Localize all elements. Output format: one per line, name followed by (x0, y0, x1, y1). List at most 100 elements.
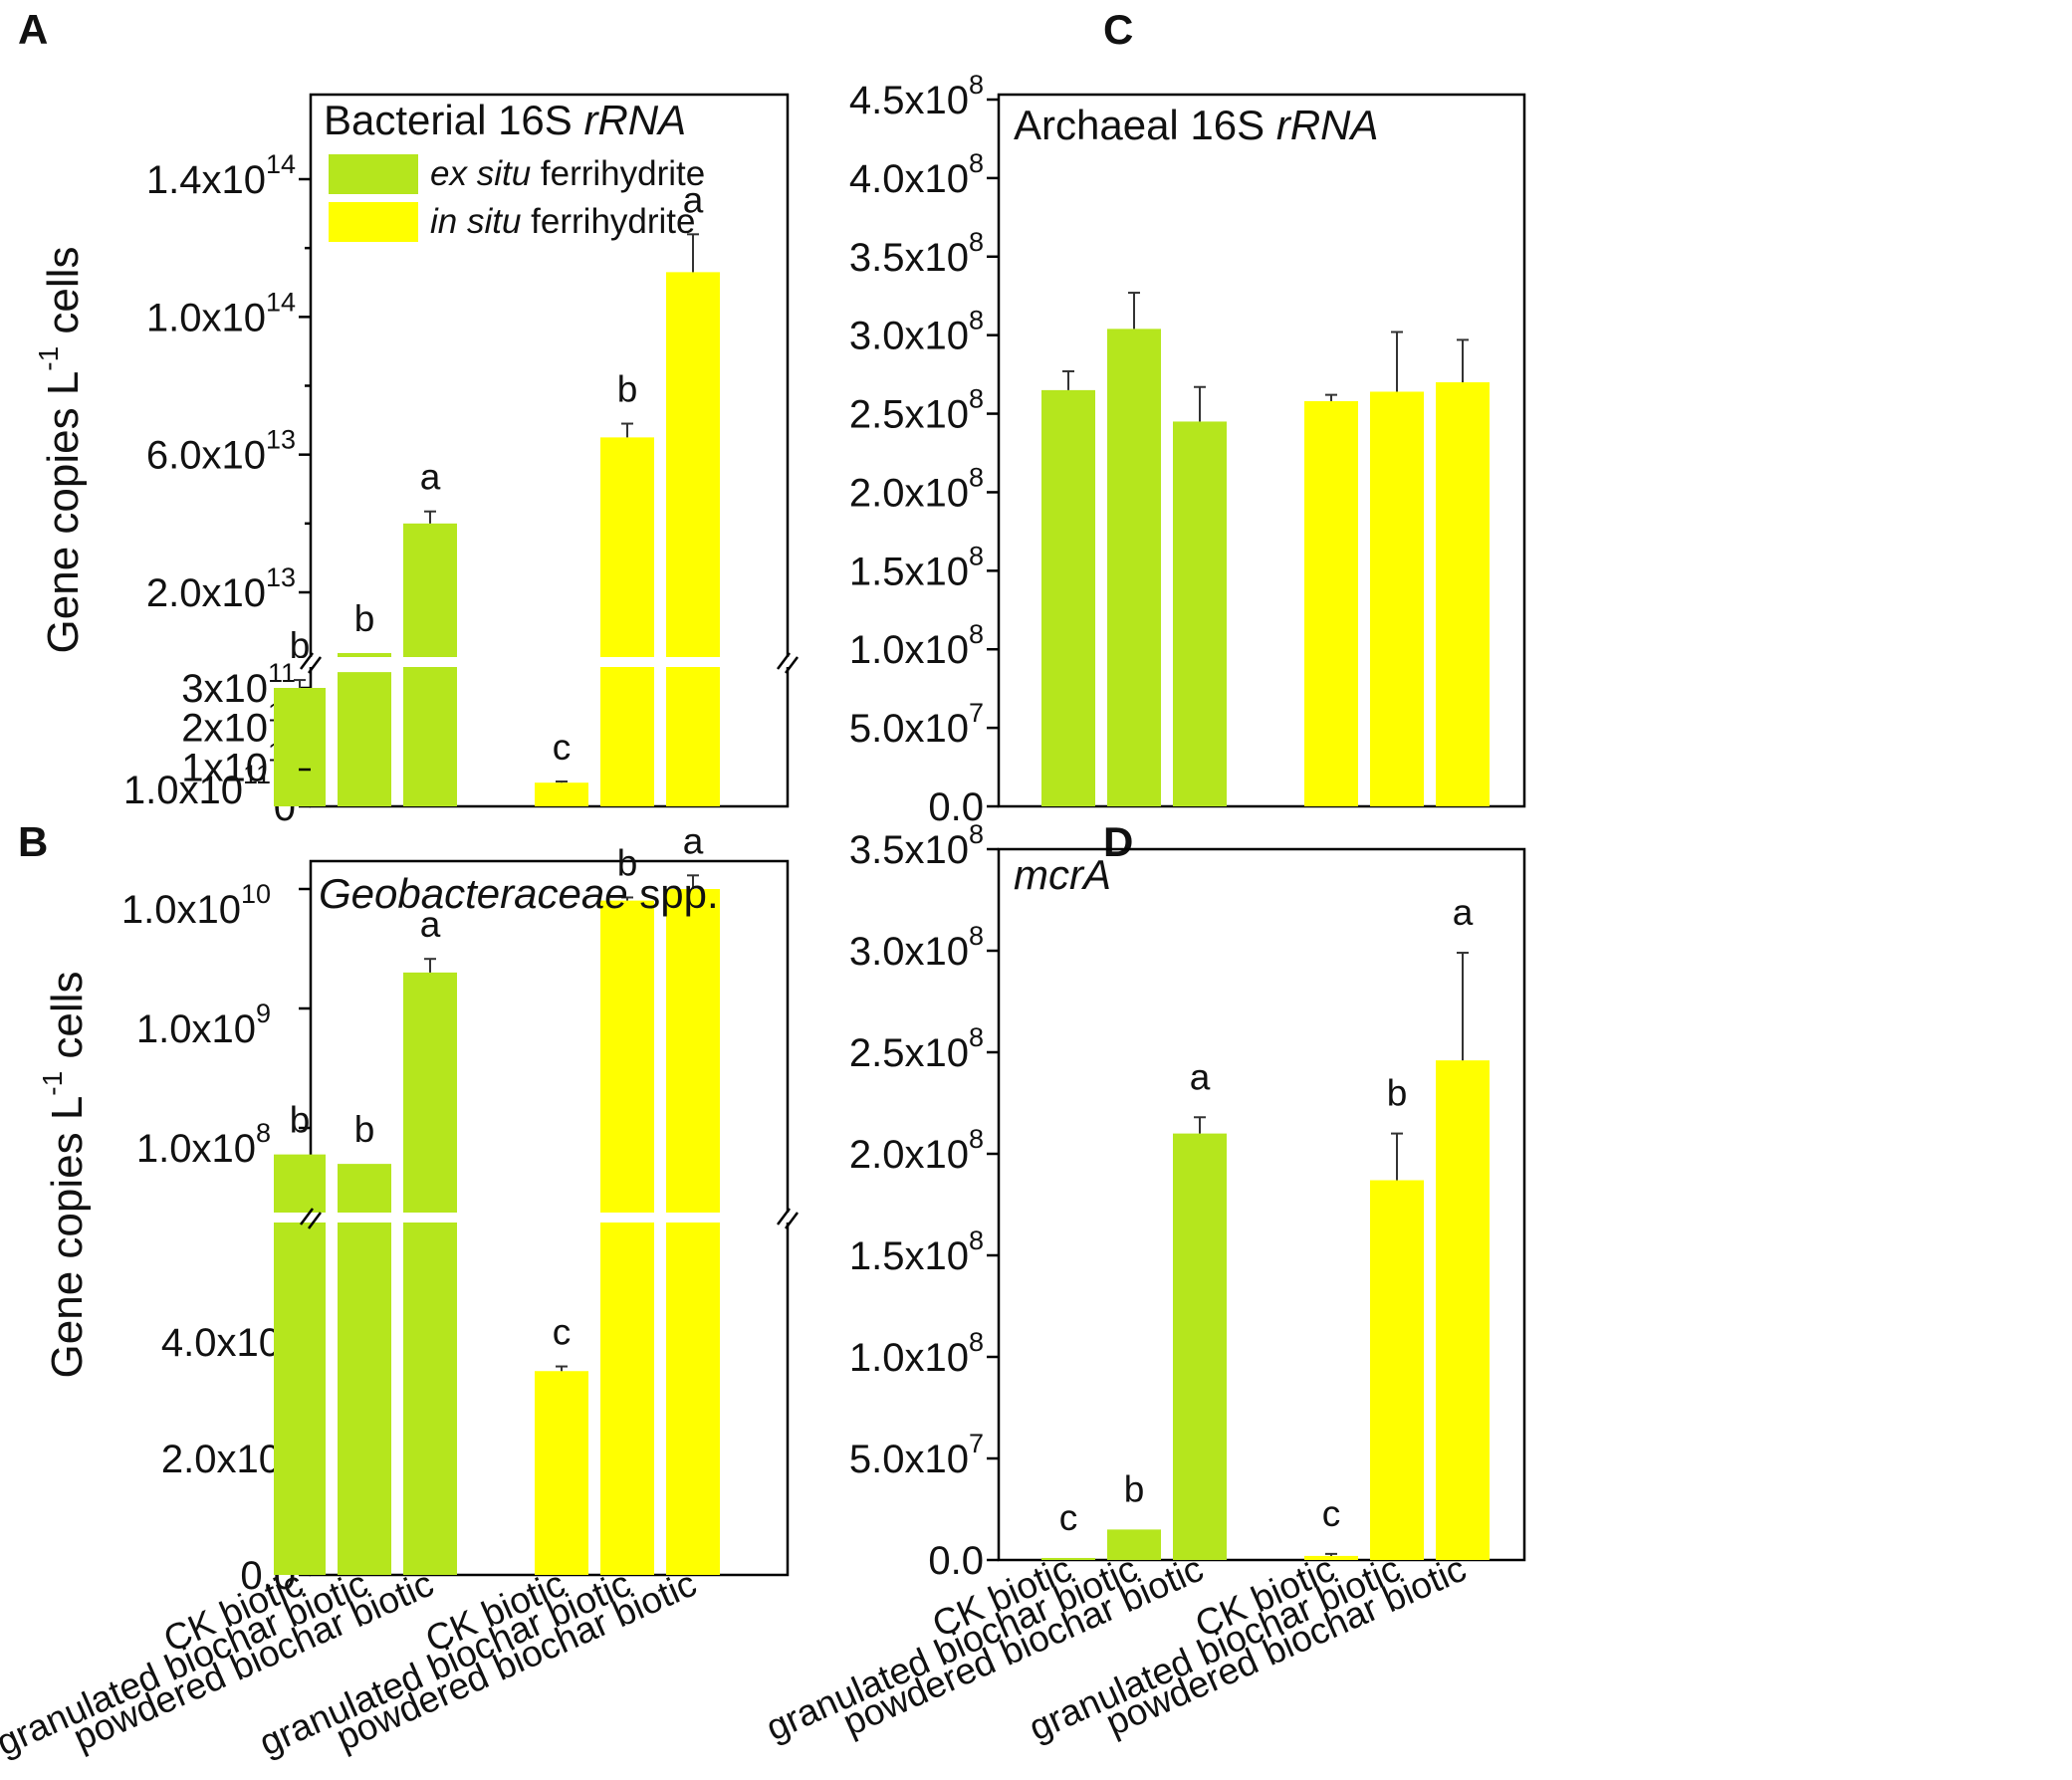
panel-letter: A (18, 6, 48, 53)
legend-label: ex situ ferrihydrite (430, 154, 705, 193)
bar (1436, 1060, 1490, 1560)
panel-letter: B (18, 818, 48, 865)
y-tick-label: 4.5x108 (849, 70, 984, 122)
title-plain: Bacterial 16S (324, 97, 583, 143)
bar-lower (403, 1223, 457, 1575)
tick-base: 1.0x10 (849, 628, 969, 672)
y-tick-label: 2.0x108 (849, 462, 984, 515)
axis-break-mark (777, 652, 791, 670)
y-tick-label: 1.5x108 (849, 1225, 984, 1278)
y-tick-label: 1.0x108 (849, 1327, 984, 1380)
y-tick-label: 1.0x1010 (121, 879, 271, 932)
significance-letter: c (553, 727, 572, 768)
significance-letter: c (1059, 1497, 1078, 1538)
y-tick-label: 1.0x108 (849, 619, 984, 672)
tick-base: 4.5x10 (849, 79, 969, 122)
y-tick-label: 1.5x108 (849, 541, 984, 593)
significance-letter: c (553, 1312, 572, 1353)
tick-base: 1.5x10 (849, 1234, 969, 1278)
y-label-superscript: -1 (37, 1071, 68, 1096)
axis-break-gap (299, 1214, 797, 1222)
significance-letter: b (1387, 1073, 1408, 1114)
bar-lower (403, 667, 457, 806)
tick-exponent: 8 (969, 541, 984, 570)
bar (1173, 421, 1227, 806)
tick-exponent: 8 (969, 70, 984, 100)
axis-break-mark (785, 656, 799, 674)
tick-base: 3.5x10 (849, 236, 969, 280)
significance-letter: b (617, 369, 638, 410)
y-axis-label: Gene copies L-1 cells (37, 972, 92, 1379)
y-label-suffix: cells (43, 972, 92, 1071)
tick-exponent: 7 (969, 698, 984, 728)
plot-frame-upper (309, 93, 790, 657)
tick-exponent: 8 (969, 148, 984, 178)
tick-base: 4.0x10 (161, 1321, 281, 1365)
panel-c: C0.05.0x1071.0x1081.5x1082.0x1082.5x1083… (849, 6, 1526, 829)
axis-break-mark (308, 656, 322, 674)
plot-frame (997, 93, 1526, 808)
tick-base: 0.0 (928, 785, 984, 829)
tick-exponent: 11 (243, 760, 271, 789)
tick-base: 2.0x10 (146, 571, 266, 615)
tick-base: 2.0x10 (849, 471, 969, 515)
tick-exponent: 14 (266, 149, 296, 179)
tick-exponent: 13 (266, 562, 296, 592)
legend-rest: ferrihydrite (531, 154, 705, 193)
title-italic: Geobacteraceae (319, 870, 628, 917)
y-tick-label: 1.0x1014 (146, 287, 296, 339)
significance-letter: a (683, 179, 704, 220)
y-tick-label: 3.5x108 (849, 227, 984, 280)
y-tick-label: 3.0x108 (849, 306, 984, 358)
tick-exponent: 8 (969, 306, 984, 335)
significance-letter: a (420, 904, 441, 945)
tick-base: 6.0x10 (146, 434, 266, 478)
y-tick-label: 0.0 (928, 785, 984, 829)
tick-exponent: 8 (969, 384, 984, 414)
tick-exponent: 8 (256, 1118, 271, 1148)
y-tick-label: 6.0x1013 (146, 425, 296, 478)
bar (1041, 1557, 1095, 1560)
bar-lower (338, 1223, 391, 1575)
tick-exponent: 8 (969, 1327, 984, 1357)
tick-base: 1.5x10 (849, 550, 969, 593)
plot-frame (997, 847, 1526, 1562)
y-tick-label: 3x1011 (181, 658, 296, 711)
bar-upper (274, 1154, 326, 1213)
panel-letter: C (1103, 6, 1133, 53)
significance-letter: b (354, 1109, 375, 1150)
tick-base: 0.0 (928, 1539, 984, 1583)
y-tick-label: 1.0x109 (136, 999, 271, 1051)
significance-letter: b (290, 1100, 311, 1141)
bar-lower (666, 1223, 720, 1575)
y-tick-label: 1.4x1014 (146, 149, 296, 202)
tick-exponent: 8 (969, 1124, 984, 1154)
tick-base: 1.0x10 (136, 1127, 256, 1171)
tick-exponent: 13 (266, 425, 296, 455)
legend-swatch (329, 154, 418, 194)
panel-title: mcrA (1014, 851, 1111, 898)
bar (274, 688, 326, 806)
significance-letter: b (354, 598, 375, 639)
significance-letter: a (1190, 1056, 1211, 1097)
y-tick-label: 5.0x107 (849, 1429, 984, 1481)
bar (1041, 389, 1095, 806)
bar (1304, 400, 1358, 806)
y-label-main: Gene copies L (43, 1096, 92, 1379)
tick-base: 5.0x10 (849, 1438, 969, 1481)
legend-italic: ex situ (430, 154, 531, 193)
y-label-main: Gene copies L (39, 371, 88, 654)
legend-italic: in situ (430, 202, 521, 241)
axis-break-gap (299, 658, 797, 666)
axis-break-mark (300, 1208, 314, 1225)
y-tick-label: 1.0x1011 (123, 760, 271, 812)
bar (1173, 1133, 1227, 1560)
tick-base: 3.5x10 (849, 828, 969, 872)
significance-letter: a (420, 457, 441, 498)
bar-lower (600, 1223, 654, 1575)
panel-title: Bacterial 16S rRNA (324, 97, 686, 143)
tick-base: 1x10 (181, 746, 268, 789)
tick-base: 2.0x10 (849, 1133, 969, 1177)
y-tick-label: 4.0x108 (849, 148, 984, 201)
